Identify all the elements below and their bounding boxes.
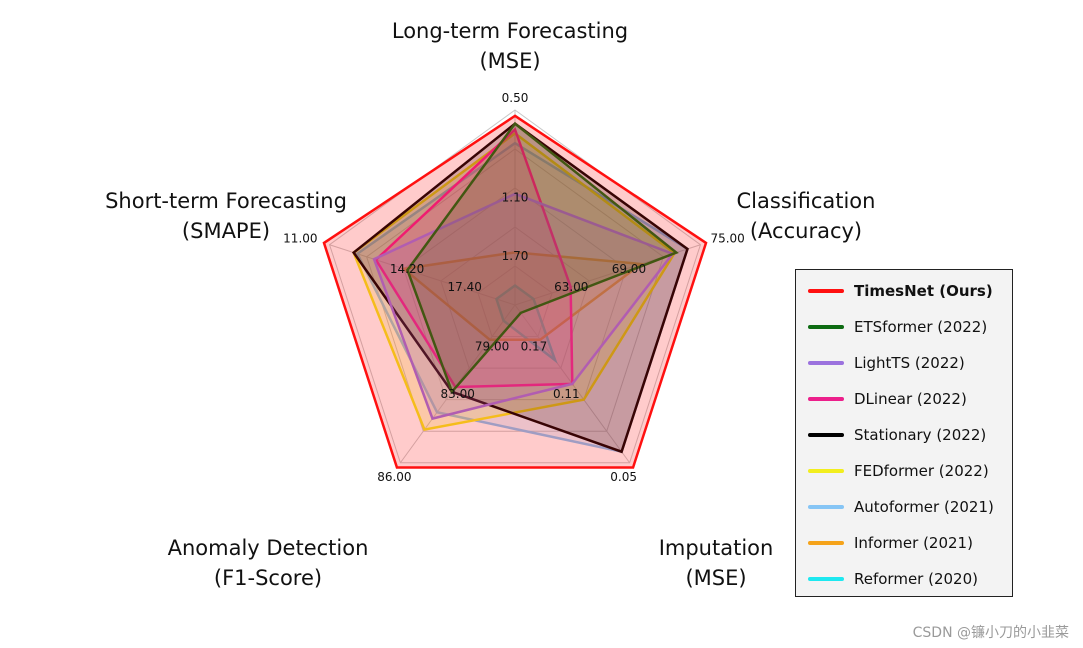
legend-item: TimesNet (Ours) (808, 280, 993, 302)
grid-spoke-5 (329, 244, 516, 306)
legend-item: FEDformer (2022) (808, 460, 989, 482)
grid-ring-1 (477, 265, 553, 338)
axis-title-2-line-1: Classification (737, 189, 876, 213)
legend-item: Reformer (2020) (808, 568, 978, 590)
legend-swatch (808, 541, 844, 545)
series-etsformer-2022 (406, 121, 679, 395)
grid-ring-2 (440, 226, 590, 369)
legend-swatch (808, 433, 844, 437)
legend-label: LightTS (2022) (854, 354, 965, 372)
series-dlinear-2022 (374, 127, 574, 389)
legend-swatch (808, 397, 844, 401)
legend-label: Autoformer (2021) (854, 498, 994, 516)
legend-swatch (808, 289, 844, 293)
legend-swatch (808, 469, 844, 473)
legend-label: FEDformer (2022) (854, 462, 989, 480)
tick-label-axis2-2: 69.00 (612, 262, 646, 276)
legend-label: DLinear (2022) (854, 390, 967, 408)
axis-title-1-line-2: (MSE) (479, 49, 540, 73)
grid-ring-4 (366, 148, 664, 432)
axis-title-3-line-2: (MSE) (685, 566, 746, 590)
legend: TimesNet (Ours) ETSformer (2022) LightTS (… (795, 269, 1013, 597)
legend-swatch (808, 325, 844, 329)
legend-item: Informer (2021) (808, 532, 973, 554)
series-timesnet-ours (322, 114, 708, 469)
axis-title-4-line-2: (F1-Score) (214, 566, 322, 590)
axis-title-2-line-2: (Accuracy) (750, 219, 862, 243)
tick-label-axis4-2: 83.00 (441, 387, 475, 401)
tick-label-axis3-2: 0.11 (553, 387, 580, 401)
legend-item: Autoformer (2021) (808, 496, 994, 518)
legend-swatch (808, 361, 844, 365)
axis-title-5-line-1: Short-term Forecasting (105, 189, 347, 213)
legend-label: Stationary (2022) (854, 426, 987, 444)
axis-title-1-line-1: Long-term Forecasting (392, 19, 628, 43)
tick-label-axis1-3: 1.70 (502, 249, 529, 263)
series-lightts-2022 (372, 192, 675, 421)
tick-label-axis4-3: 79.00 (475, 340, 509, 354)
tick-label-axis1-1: 0.50 (502, 91, 529, 105)
legend-item: Stationary (2022) (808, 424, 986, 446)
tick-label-axis3-3: 0.17 (521, 340, 548, 354)
legend-label: Informer (2021) (854, 534, 973, 552)
tick-label-axis5-1: 11.00 (283, 232, 317, 246)
legend-label: ETSformer (2022) (854, 318, 988, 336)
tick-label-axis2-1: 75.00 (710, 232, 744, 246)
axis-title-5-line-2: (SMAPE) (182, 219, 270, 243)
legend-label: Reformer (2020) (854, 570, 978, 588)
axis-title-4-line-1: Anomaly Detection (168, 536, 369, 560)
grid-ring-3 (403, 187, 627, 401)
axis-title-3-line-1: Imputation (659, 536, 774, 560)
legend-swatch (808, 505, 844, 509)
legend-swatch (808, 577, 844, 581)
legend-item: LightTS (2022) (808, 352, 965, 374)
tick-label-axis5-2: 14.20 (390, 262, 424, 276)
grid-ring-5 (328, 109, 702, 464)
tick-label-axis2-3: 63.00 (554, 280, 588, 294)
tick-label-axis5-3: 17.40 (448, 280, 482, 294)
tick-label-axis1-2: 1.10 (502, 191, 529, 205)
legend-label: TimesNet (Ours) (854, 282, 993, 300)
tick-label-axis3-1: 0.05 (610, 470, 637, 484)
series-stationary-2022 (351, 122, 689, 454)
tick-label-axis4-1: 86.00 (377, 470, 411, 484)
series-informer-2021 (400, 251, 645, 341)
watermark: CSDN @镰小刀的小韭菜 (912, 625, 1069, 641)
legend-item: ETSformer (2022) (808, 316, 987, 338)
legend-item: DLinear (2022) (808, 388, 967, 410)
